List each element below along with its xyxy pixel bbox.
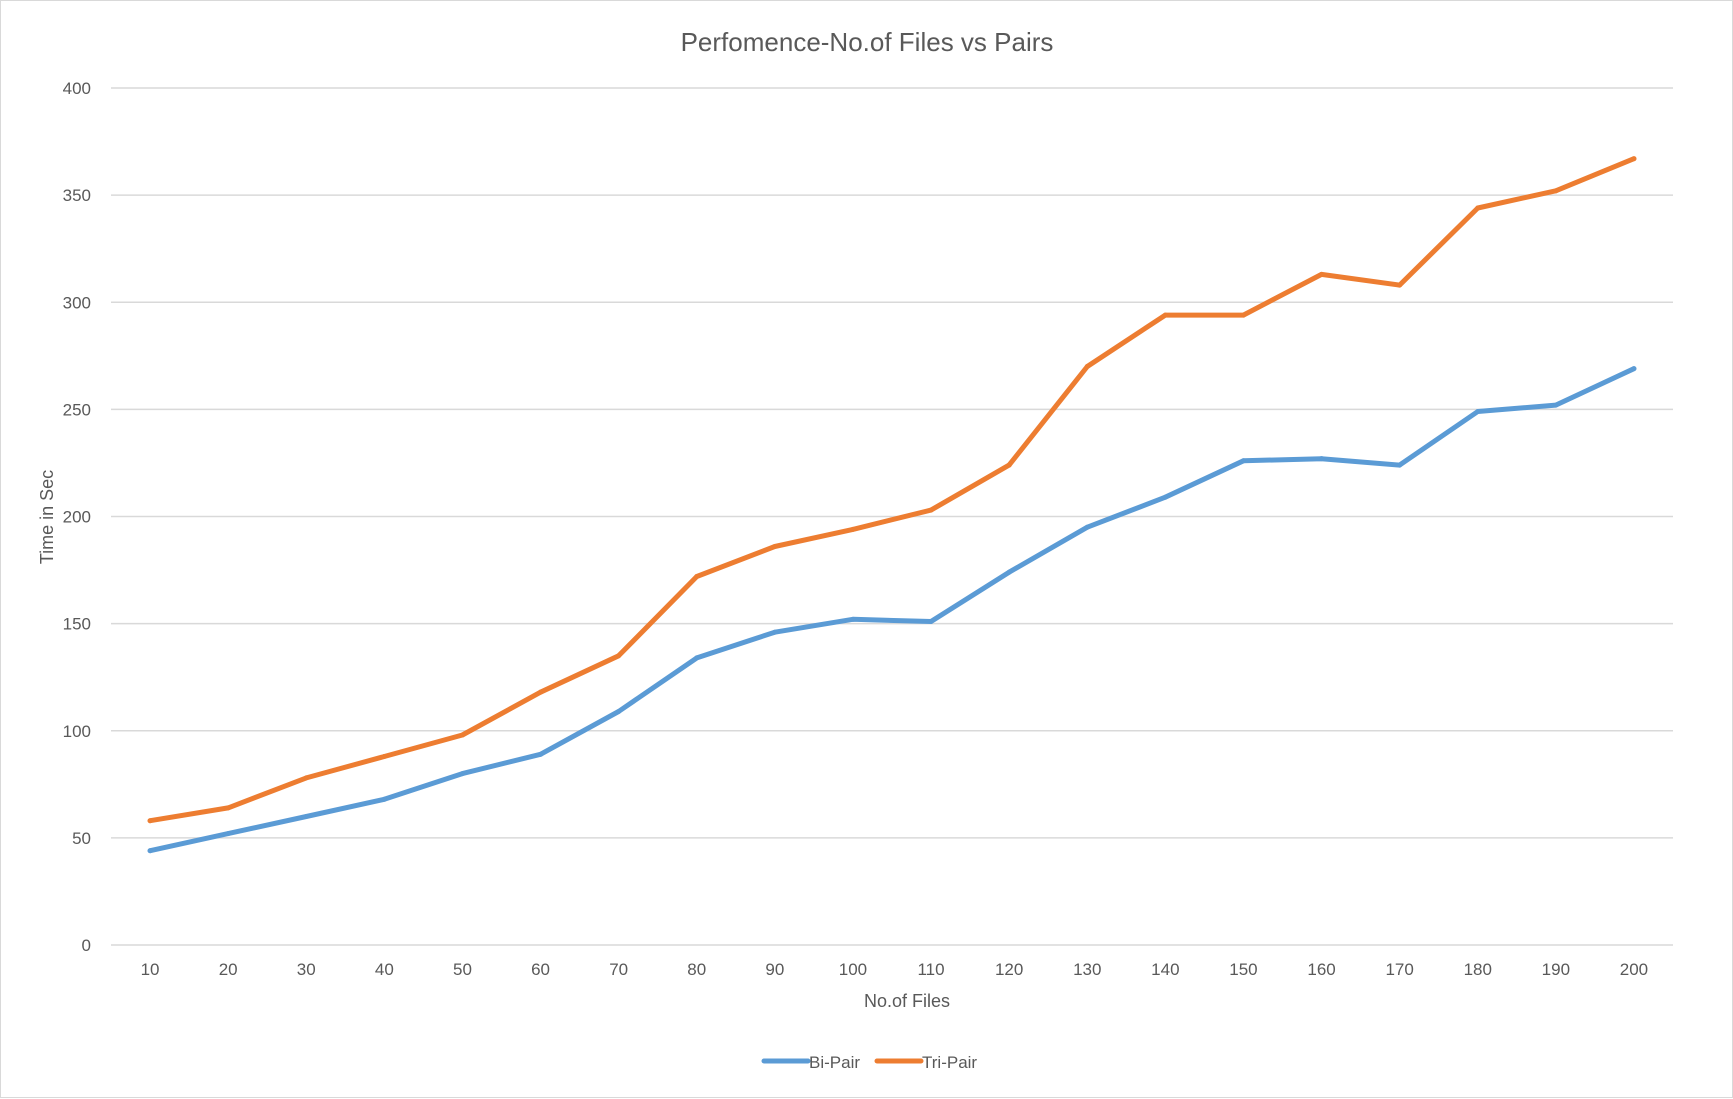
x-tick-label: 120	[995, 960, 1023, 979]
legend-label: Bi-Pair	[809, 1053, 860, 1072]
data-point-bi-pair	[538, 751, 544, 757]
data-point-bi-pair	[772, 629, 778, 635]
data-point-bi-pair	[1084, 524, 1090, 530]
data-point-tri-pair	[616, 653, 622, 659]
data-point-tri-pair	[1084, 364, 1090, 370]
data-point-bi-pair	[694, 655, 700, 661]
data-point-bi-pair	[1162, 494, 1168, 500]
y-tick-label: 100	[63, 722, 91, 741]
data-point-tri-pair	[1631, 156, 1637, 162]
data-point-tri-pair	[1240, 312, 1246, 318]
data-point-tri-pair	[850, 526, 856, 532]
x-tick-label: 30	[297, 960, 316, 979]
y-tick-label: 250	[63, 400, 91, 419]
data-point-bi-pair	[850, 616, 856, 622]
data-point-tri-pair	[928, 507, 934, 513]
y-tick-label: 50	[72, 829, 91, 848]
x-tick-label: 130	[1073, 960, 1101, 979]
data-point-tri-pair	[381, 753, 387, 759]
legend-item-bi-pair: Bi-Pair	[761, 1053, 860, 1072]
x-tick-label: 40	[375, 960, 394, 979]
x-tick-label: 50	[453, 960, 472, 979]
series-lines	[147, 156, 1637, 854]
data-point-tri-pair	[1006, 462, 1012, 468]
data-point-bi-pair	[1006, 569, 1012, 575]
data-point-bi-pair	[1319, 456, 1325, 462]
data-point-bi-pair	[147, 848, 153, 854]
data-point-bi-pair	[1631, 366, 1637, 372]
data-point-bi-pair	[1553, 402, 1559, 408]
data-point-bi-pair	[303, 813, 309, 819]
y-tick-label: 150	[63, 615, 91, 634]
x-tick-label: 110	[917, 960, 944, 979]
chart-title: Perfomence-No.of Files vs Pairs	[681, 27, 1054, 57]
legend: Bi-Pair Tri-Pair	[761, 1053, 977, 1072]
y-tick-label: 400	[63, 79, 91, 98]
data-point-bi-pair	[616, 708, 622, 714]
x-tick-label: 100	[839, 960, 867, 979]
x-tick-label: 160	[1307, 960, 1335, 979]
data-point-tri-pair	[772, 543, 778, 549]
data-point-bi-pair	[1475, 409, 1481, 415]
y-axis-ticks: 0 50 100 150 200 250 300 350 400	[63, 79, 91, 955]
x-tick-label: 80	[687, 960, 706, 979]
data-point-tri-pair	[147, 818, 153, 824]
x-tick-label: 10	[141, 960, 160, 979]
data-point-tri-pair	[1475, 205, 1481, 211]
series-line-tri-pair	[147, 156, 1637, 824]
x-axis-label: No.of Files	[864, 991, 950, 1011]
y-tick-label: 200	[63, 508, 91, 527]
y-tick-label: 350	[63, 186, 91, 205]
series-line-bi-pair	[147, 366, 1637, 854]
x-axis-ticks: 10 20 30 40 50 60 70 80 90 100 110 120 130 140 150 160 1…	[141, 960, 1649, 979]
y-tick-label: 300	[63, 293, 91, 312]
data-point-bi-pair	[381, 796, 387, 802]
x-tick-label: 180	[1464, 960, 1492, 979]
x-tick-label: 20	[219, 960, 238, 979]
legend-item-tri-pair: Tri-Pair	[874, 1053, 977, 1072]
data-point-bi-pair	[459, 771, 465, 777]
data-point-bi-pair	[225, 831, 231, 837]
x-tick-label: 150	[1229, 960, 1257, 979]
x-tick-label: 70	[609, 960, 628, 979]
data-point-tri-pair	[1397, 282, 1403, 288]
data-point-tri-pair	[1553, 188, 1559, 194]
x-tick-label: 190	[1542, 960, 1570, 979]
x-tick-label: 60	[531, 960, 550, 979]
x-tick-label: 170	[1385, 960, 1413, 979]
gridlines	[111, 87, 1673, 946]
x-tick-label: 90	[765, 960, 784, 979]
data-point-tri-pair	[459, 732, 465, 738]
data-point-bi-pair	[928, 618, 934, 624]
data-point-tri-pair	[1162, 312, 1168, 318]
data-point-bi-pair	[1397, 462, 1403, 468]
data-point-tri-pair	[225, 805, 231, 811]
data-point-tri-pair	[303, 775, 309, 781]
data-point-tri-pair	[538, 689, 544, 695]
x-tick-label: 140	[1151, 960, 1179, 979]
data-point-tri-pair	[1319, 271, 1325, 277]
data-point-tri-pair	[694, 573, 700, 579]
data-point-bi-pair	[1240, 458, 1246, 464]
y-tick-label: 0	[82, 936, 91, 955]
y-axis-label: Time in Sec	[37, 470, 57, 564]
x-tick-label: 200	[1620, 960, 1648, 979]
legend-label: Tri-Pair	[922, 1053, 977, 1072]
